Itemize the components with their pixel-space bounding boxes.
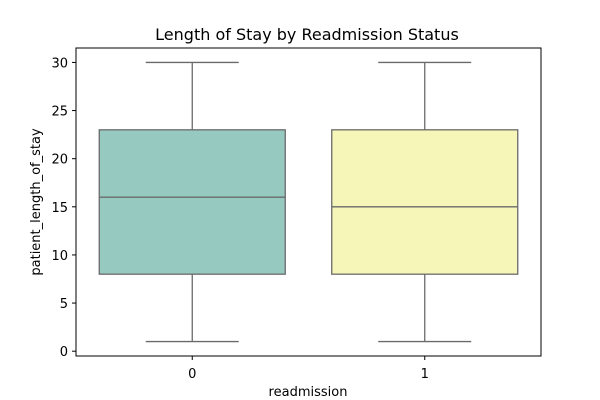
x-tick-label: 1: [421, 367, 429, 382]
y-tick-label: 20: [51, 153, 68, 168]
y-tick-label: 30: [51, 56, 68, 71]
iqr-box: [331, 129, 519, 275]
x-tick-label: 0: [188, 367, 196, 382]
y-tick-label: 0: [60, 345, 68, 360]
box-group-1: [331, 61, 519, 343]
y-tick-label: 5: [60, 297, 68, 312]
y-tick-label: 25: [51, 105, 68, 120]
iqr-box: [98, 129, 286, 275]
y-tick-label: 15: [51, 201, 68, 216]
y-tick-label: 10: [51, 249, 68, 264]
chart-title: Length of Stay by Readmission Status: [155, 25, 459, 44]
x-axis-label: readmission: [269, 385, 348, 400]
plot-frame: [75, 47, 542, 357]
y-axis: 0 5 10 15 20 25 30: [51, 56, 76, 360]
plot-area: [98, 61, 519, 343]
y-axis-label: patient_length_of_stay: [29, 128, 44, 276]
box-group-0: [98, 61, 286, 343]
